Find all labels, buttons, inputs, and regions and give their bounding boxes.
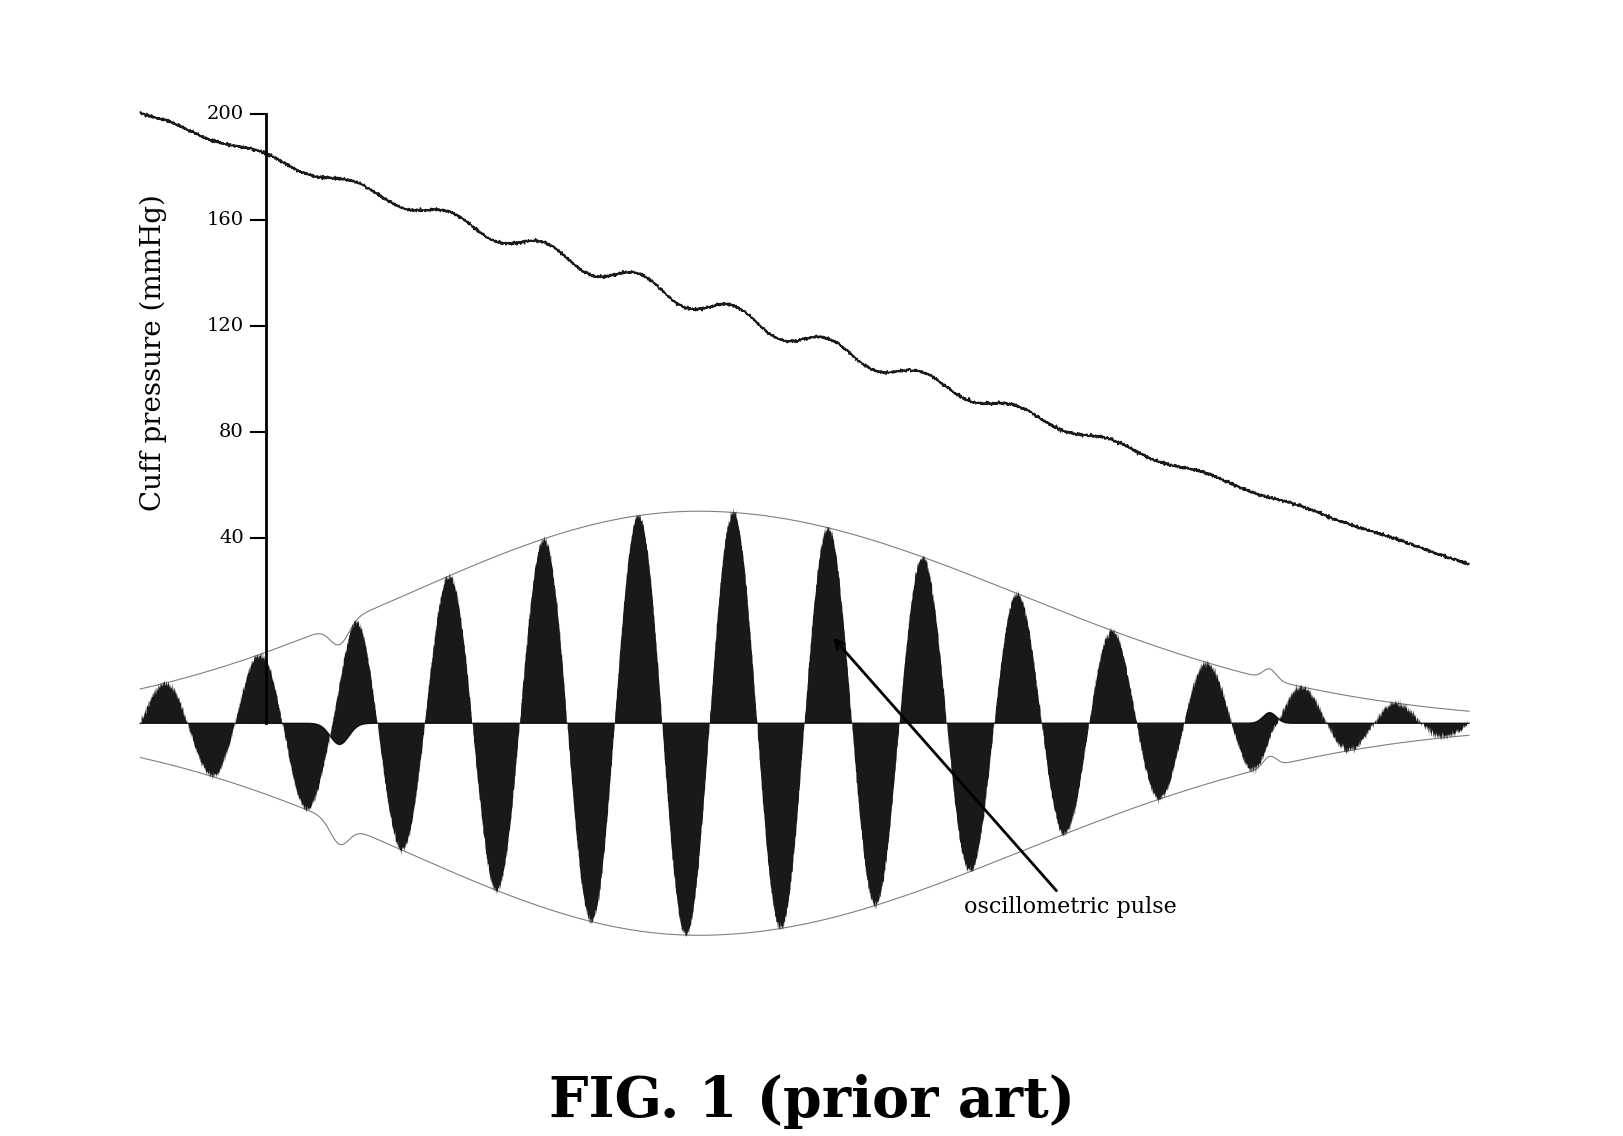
Text: 200: 200 — [206, 105, 243, 123]
Text: FIG. 1 (prior art): FIG. 1 (prior art) — [549, 1075, 1074, 1129]
Text: 40: 40 — [219, 528, 243, 546]
Text: Cuff pressure (mmHg): Cuff pressure (mmHg) — [140, 194, 167, 510]
Text: 160: 160 — [206, 210, 243, 228]
Text: oscillometric pulse: oscillometric pulse — [834, 640, 1177, 918]
Text: 80: 80 — [219, 423, 243, 441]
Text: 120: 120 — [206, 317, 243, 335]
